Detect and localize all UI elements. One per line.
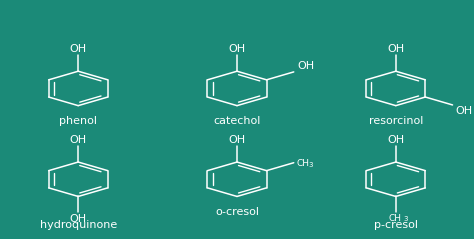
Text: OH: OH <box>70 135 87 145</box>
Text: OH: OH <box>70 44 87 54</box>
Text: 3: 3 <box>308 162 312 168</box>
Text: OH: OH <box>297 61 314 71</box>
Text: CH: CH <box>296 159 309 168</box>
Text: catechol: catechol <box>213 116 261 126</box>
Text: p-cresol: p-cresol <box>374 220 418 230</box>
Text: OH: OH <box>228 44 246 54</box>
Text: resorcinol: resorcinol <box>369 116 423 126</box>
Text: OH: OH <box>228 135 246 145</box>
Text: o-cresol: o-cresol <box>215 207 259 217</box>
Text: OH: OH <box>387 135 404 145</box>
Text: 3: 3 <box>404 216 408 222</box>
Text: OH: OH <box>70 214 87 224</box>
Text: hydroquinone: hydroquinone <box>40 220 117 230</box>
Text: OH: OH <box>456 106 473 116</box>
Text: CH: CH <box>388 214 401 223</box>
Text: OH: OH <box>387 44 404 54</box>
Text: phenol: phenol <box>59 116 97 126</box>
